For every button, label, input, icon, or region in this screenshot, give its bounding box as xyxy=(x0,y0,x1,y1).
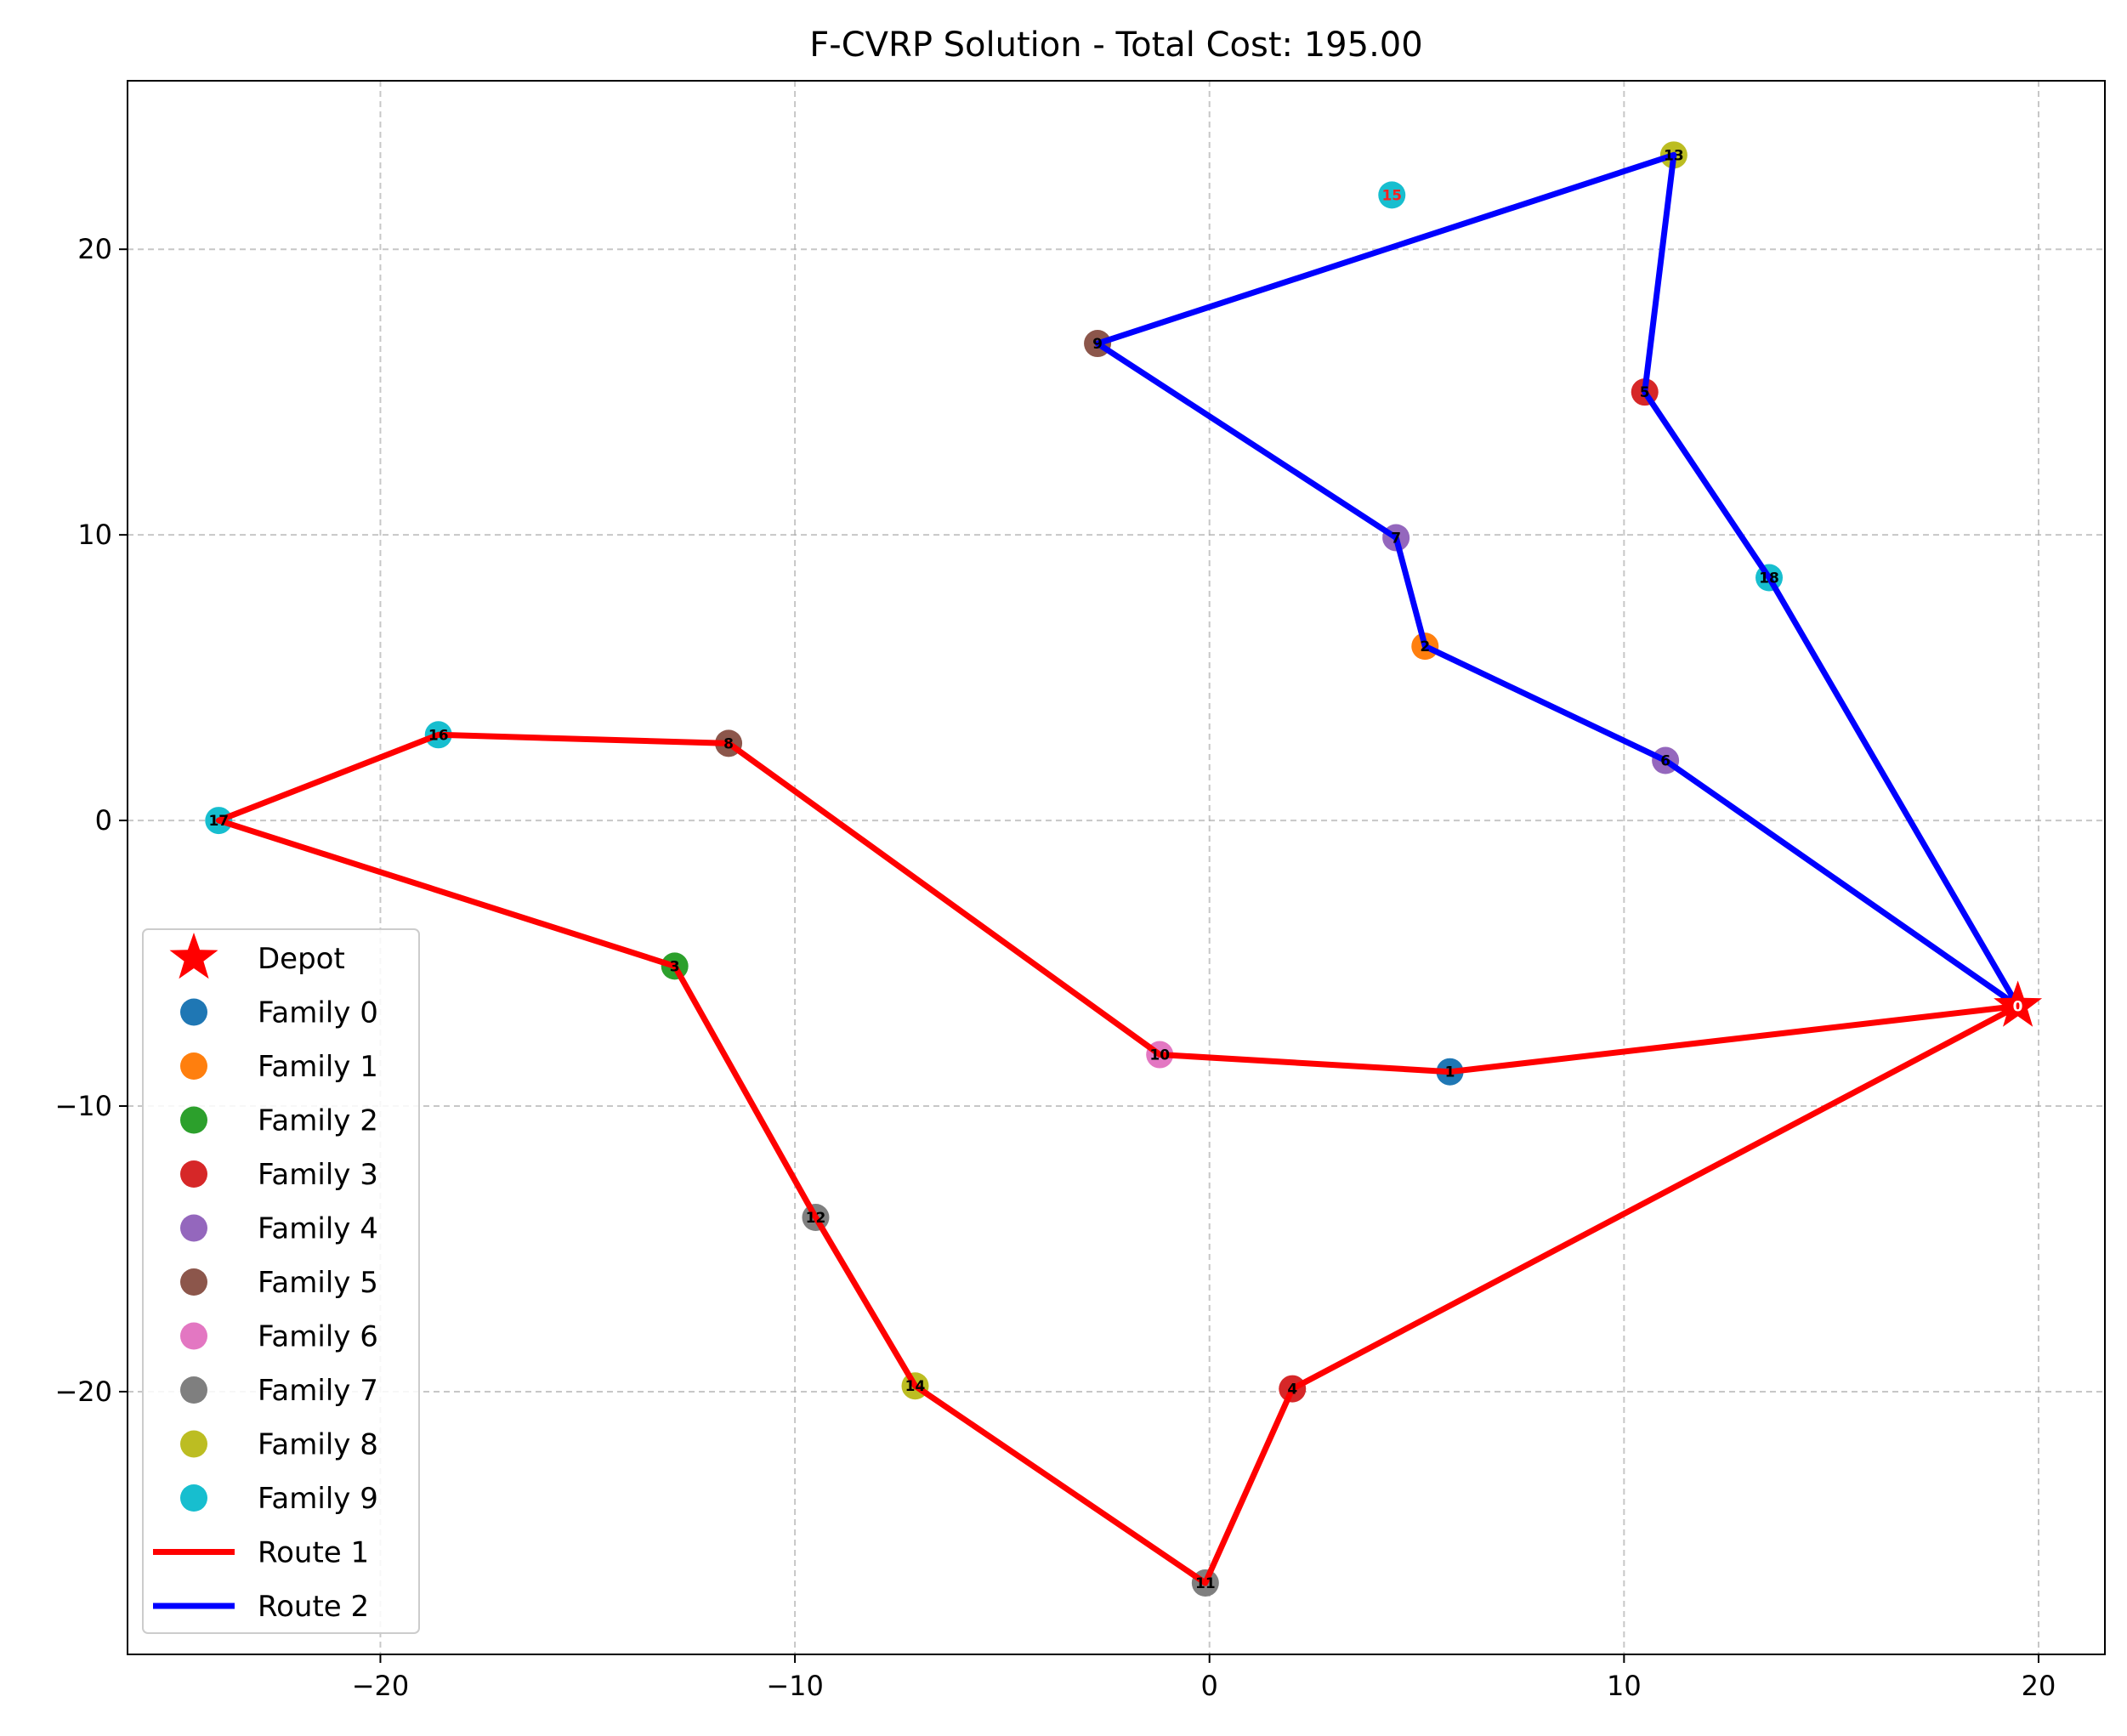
legend-label: Family 7 xyxy=(258,1374,378,1408)
node-label: 9 xyxy=(1092,336,1103,353)
node-label: 14 xyxy=(905,1378,926,1395)
legend-label: Family 8 xyxy=(258,1428,378,1462)
x-tick-label: 20 xyxy=(2022,1670,2056,1702)
y-tick-label: −10 xyxy=(54,1090,112,1122)
legend-family-marker xyxy=(180,1214,207,1242)
node-label: 16 xyxy=(428,727,449,744)
depot-label: 0 xyxy=(2013,998,2023,1015)
legend-family-marker xyxy=(180,1160,207,1188)
x-tick-label: 10 xyxy=(1607,1670,1642,1702)
node-label: 15 xyxy=(1381,187,1402,204)
legend-label: Family 3 xyxy=(258,1158,378,1192)
route-line xyxy=(215,731,2022,1586)
node-label: 18 xyxy=(1759,570,1779,587)
legend-family-marker xyxy=(180,1376,207,1404)
legend-family-marker xyxy=(180,1106,207,1134)
node-label: 17 xyxy=(208,813,229,830)
x-tick-label: 0 xyxy=(1201,1670,1218,1702)
node-label: 7 xyxy=(1391,530,1401,547)
chart-title: F-CVRP Solution - Total Cost: 195.00 xyxy=(809,26,1422,65)
legend-label: Family 1 xyxy=(258,1050,378,1084)
legend-box xyxy=(142,928,420,1634)
node-label: 13 xyxy=(1664,147,1684,164)
legend-label: Family 4 xyxy=(258,1212,378,1246)
axes-frame xyxy=(127,80,2106,1655)
node-label: 1 xyxy=(1445,1064,1455,1081)
legend-family-marker xyxy=(180,1268,207,1296)
legend-label: Family 2 xyxy=(258,1104,378,1138)
legend-family-marker xyxy=(180,1430,207,1458)
legend-label: Route 1 xyxy=(258,1536,369,1570)
legend-depot-star-icon xyxy=(169,933,218,979)
depot-marker xyxy=(1994,980,2043,1027)
node-label: 4 xyxy=(1287,1381,1297,1398)
y-tick-label: 0 xyxy=(95,804,112,837)
node-label: 10 xyxy=(1149,1047,1170,1064)
node-label: 8 xyxy=(723,735,734,752)
legend-label: Route 2 xyxy=(258,1590,369,1624)
legend: Depot Family 0 Family 1 Family 2 Family 3 Fam… xyxy=(142,928,420,1634)
legend-label: Depot xyxy=(258,942,345,976)
legend-label: Family 6 xyxy=(258,1320,378,1354)
customer-point xyxy=(1378,181,1406,209)
x-tick-label: −10 xyxy=(766,1670,824,1702)
node-label: 11 xyxy=(1195,1575,1216,1592)
y-tick-label: 10 xyxy=(77,519,112,551)
node-label: 6 xyxy=(1660,753,1670,770)
node-label: 3 xyxy=(670,958,680,975)
legend-family-marker xyxy=(180,998,207,1026)
plot-area: −20 −10 0 10 2020100−10−20012345678910111213… xyxy=(54,80,2106,1702)
legend-family-marker xyxy=(180,1484,207,1512)
legend-label: Family 5 xyxy=(258,1266,378,1300)
legend-family-marker xyxy=(180,1052,207,1080)
y-tick-label: 20 xyxy=(77,233,112,265)
x-tick-label: −20 xyxy=(352,1670,410,1702)
legend-label: Family 0 xyxy=(258,996,378,1030)
node-label: 12 xyxy=(806,1210,826,1227)
legend-family-marker xyxy=(180,1322,207,1350)
route-line xyxy=(1094,151,2022,1009)
y-tick-label: −20 xyxy=(54,1376,112,1408)
node-label: 5 xyxy=(1640,384,1650,401)
node-label: 2 xyxy=(1420,638,1430,655)
legend-label: Family 9 xyxy=(258,1482,378,1516)
